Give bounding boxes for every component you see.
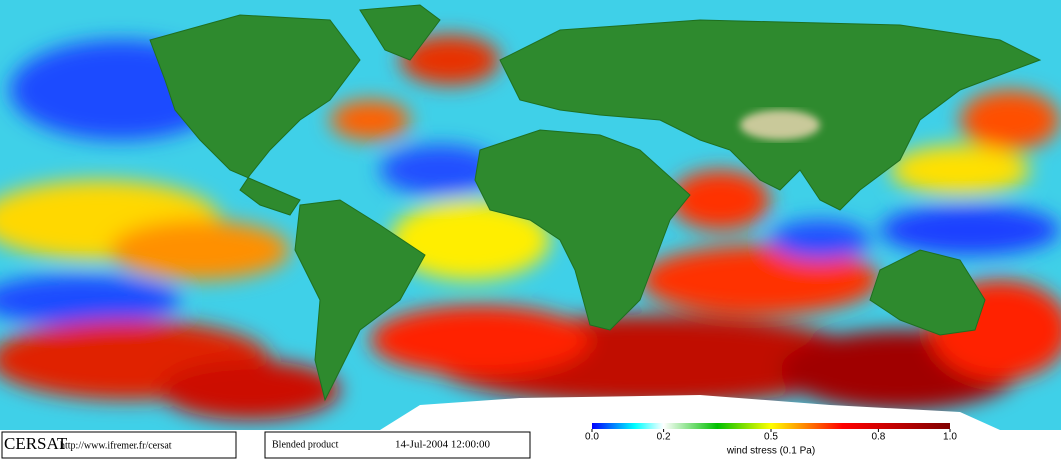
continents [149,4,1042,402]
colorbar-tick-label: 0.8 [871,432,885,443]
timestamp: 14-Jul-2004 12:00:00 [395,439,491,451]
colorbar-tick-label: 0.2 [657,432,671,443]
product: Blended product [272,439,339,450]
info-box [264,431,531,459]
url: http://www.ifremer.fr/cersat [60,440,172,451]
colorbar-tick-label: 1.0 [943,432,957,443]
logo: CERSAT [4,434,68,453]
wind-field [0,35,1061,420]
colorbar-tick-label: 0.5 [764,432,778,443]
colorbar [592,423,950,429]
colorbar-label: wind stress (0.1 Pa) [726,446,815,457]
colorbar-tick-label: 0.0 [585,432,599,443]
logo-box [1,431,237,459]
antarctica [380,395,1000,430]
map [0,0,1061,430]
